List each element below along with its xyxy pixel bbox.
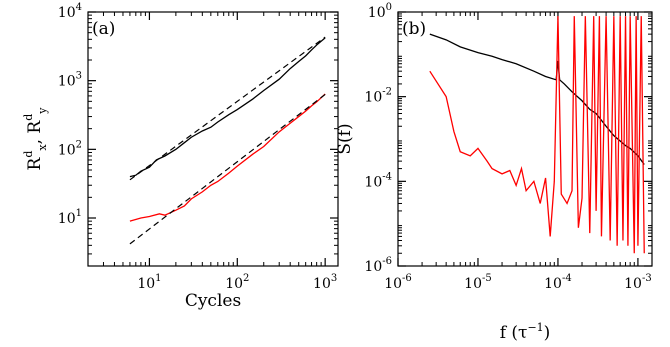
y-axis-title-main1: R — [25, 156, 45, 170]
panel-label: (b) — [402, 19, 426, 39]
x-tick-label-exp: -5 — [482, 273, 492, 284]
y-axis-title: Rdx, Rdy — [22, 107, 49, 171]
y-tick-label-base: 10 — [58, 142, 76, 158]
x-tick-label-exp: -4 — [562, 273, 572, 284]
x-tick-label-exp: 1 — [155, 273, 161, 284]
y-tick-label: 10-4 — [364, 171, 392, 190]
fit-line-dashed-3 — [129, 93, 326, 245]
x-tick-label-base: 10 — [624, 276, 642, 292]
y-tick-label-base: 10 — [364, 259, 382, 275]
x-tick-label: 10-5 — [464, 273, 492, 292]
y-tick-label-base: 10 — [368, 5, 386, 21]
x-tick-label-exp: 2 — [243, 273, 249, 284]
y-tick-label: 10-6 — [364, 256, 392, 275]
y-tick-label-base: 10 — [58, 5, 76, 21]
y-tick-label-exp: 0 — [386, 2, 392, 13]
x-axis-title-main: f (τ — [500, 323, 528, 343]
x-tick-label: 10-3 — [624, 273, 652, 292]
series-group — [129, 36, 326, 245]
y-axis-title-sup1: d — [22, 151, 35, 158]
x-tick-label-exp: -6 — [402, 273, 412, 284]
x-tick-label: 103 — [313, 273, 337, 292]
y-axis-title: S(f) — [335, 123, 355, 154]
y-tick-label-base: 10 — [58, 74, 76, 90]
x-axis-title: Cycles — [185, 291, 241, 311]
x-tick-label-base: 10 — [313, 276, 331, 292]
y-axis-title-sub1: x — [36, 144, 49, 151]
x-tick-label: 10-6 — [384, 273, 412, 292]
y-tick-label: 101 — [58, 208, 82, 227]
y-axis-title-sub2: y — [36, 107, 49, 115]
x-tick-label-exp: -3 — [642, 273, 652, 284]
y-tick-label: 104 — [58, 2, 82, 21]
panel-label: (a) — [92, 19, 115, 39]
x-axis-title-tail: ) — [544, 323, 551, 343]
y-tick-label-exp: -2 — [382, 87, 392, 98]
x-tick-label-base: 10 — [464, 276, 482, 292]
y-tick-label-exp: -6 — [382, 256, 392, 267]
plot-frame — [87, 11, 339, 267]
data-series-2 — [129, 93, 326, 222]
y-tick-label-exp: 3 — [76, 71, 82, 82]
y-tick-label: 102 — [58, 139, 82, 158]
y-tick-label: 10-2 — [364, 87, 392, 106]
y-tick-label-base: 10 — [364, 174, 382, 190]
data-series-0 — [429, 33, 645, 165]
y-tick-label-exp: 1 — [76, 208, 82, 219]
y-tick-label-base: 10 — [58, 211, 76, 227]
x-axis-title-sup: −1 — [527, 321, 543, 334]
data-series-0 — [129, 37, 326, 178]
data-series-1 — [429, 16, 645, 254]
x-tick-label-base: 10 — [137, 276, 155, 292]
x-tick-label: 101 — [137, 273, 161, 292]
y-tick-label: 100 — [368, 2, 392, 21]
series-group — [429, 16, 645, 254]
x-tick-label-base: 10 — [225, 276, 243, 292]
x-tick-label-base: 10 — [384, 276, 402, 292]
y-axis-title-sup2: d — [22, 114, 35, 121]
x-tick-label-base: 10 — [544, 276, 562, 292]
x-axis-title: f (τ−1) — [500, 321, 551, 343]
x-tick-label: 102 — [225, 273, 249, 292]
y-tick-label: 103 — [58, 71, 82, 90]
x-tick-label: 10-4 — [544, 273, 572, 292]
y-tick-label-exp: 4 — [76, 2, 82, 13]
y-tick-label-exp: 2 — [76, 139, 82, 150]
y-tick-label-exp: -4 — [382, 171, 392, 182]
x-tick-label-exp: 3 — [331, 273, 337, 284]
y-axis-title-sep: , R — [25, 120, 45, 145]
fit-line-dashed-1 — [129, 36, 326, 181]
plot-frame — [397, 11, 653, 267]
y-tick-label-base: 10 — [364, 90, 382, 106]
